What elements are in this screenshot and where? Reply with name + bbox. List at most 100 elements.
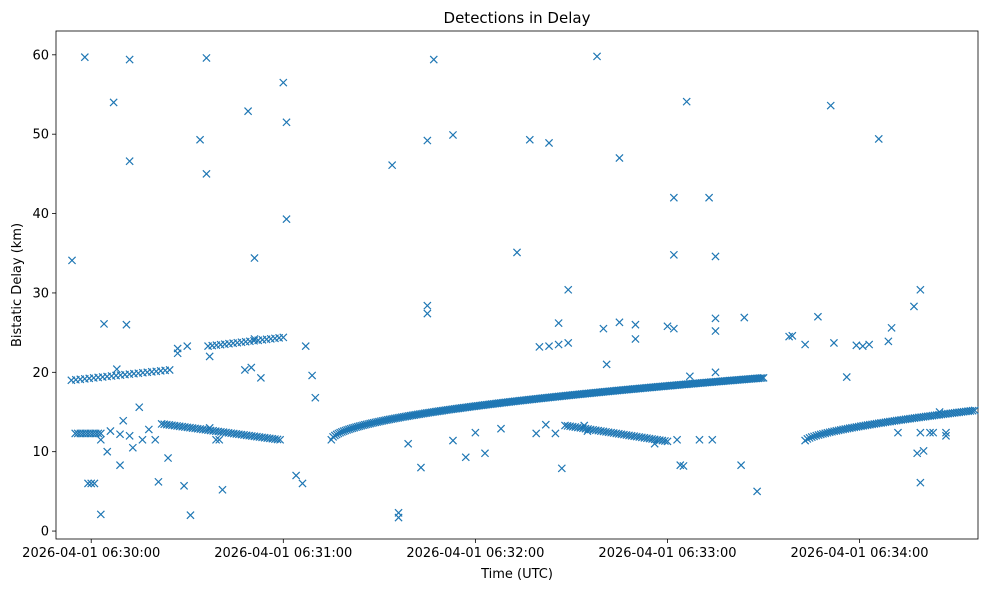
data-point-marker (812, 431, 821, 440)
data-point-marker (631, 334, 640, 343)
data-point-marker (525, 135, 534, 144)
data-point-marker (807, 433, 816, 442)
data-point-marker (96, 429, 105, 438)
data-point-marker (970, 406, 979, 415)
data-point-marker (615, 318, 624, 327)
data-point-marker (631, 320, 640, 329)
data-point-marker (164, 454, 173, 463)
data-point-marker (788, 331, 797, 340)
data-point-marker (404, 439, 413, 448)
data-point-marker (941, 431, 951, 440)
data-point-marker (941, 428, 951, 437)
data-point-marker (755, 374, 765, 383)
data-point-marker (125, 157, 134, 166)
data-point-marker (858, 342, 867, 351)
data-point-marker (135, 403, 144, 412)
data-point-marker (925, 428, 935, 437)
data-point-marker (711, 252, 720, 261)
data-point-marker (215, 435, 224, 444)
data-point-marker (554, 319, 563, 328)
data-point-marker (119, 416, 128, 425)
data-point-marker (669, 324, 678, 333)
data-point-marker (202, 169, 211, 178)
data-point-marker (544, 138, 554, 147)
x-tick-label: 2026-04-01 06:34:00 (791, 546, 929, 561)
x-tick-label: 2026-04-01 06:33:00 (598, 546, 736, 561)
data-point-marker (279, 78, 288, 87)
y-tick-label: 50 (32, 128, 49, 143)
data-point-marker (212, 435, 221, 444)
data-point-marker (173, 344, 182, 353)
data-point-marker (183, 342, 192, 351)
y-tick-label: 30 (32, 286, 49, 301)
data-point-marker (711, 327, 720, 336)
y-tick-label: 0 (41, 525, 49, 540)
data-point-marker (916, 428, 925, 437)
data-point-marker (90, 479, 99, 488)
data-point-marker (416, 463, 425, 472)
data-point-marker (916, 478, 925, 487)
data-point-marker (96, 510, 105, 519)
data-point-marker (87, 479, 96, 488)
data-point-marker (929, 428, 938, 437)
chart-title: Detections in Delay (444, 9, 591, 27)
data-point-marker (813, 312, 822, 321)
data-point-marker (615, 153, 624, 163)
data-point-marker (256, 373, 265, 382)
data-point-marker (165, 365, 174, 374)
data-point-marker (874, 134, 883, 143)
data-point-marker (448, 436, 457, 445)
data-point-marker (705, 193, 714, 202)
data-point-marker (496, 424, 506, 433)
data-point-marker (80, 53, 89, 62)
y-tick-label: 60 (32, 48, 49, 63)
data-point-marker (909, 302, 918, 311)
data-point-marker (757, 373, 766, 383)
data-point-marker (801, 340, 810, 349)
data-point-marker (685, 372, 694, 381)
data-point-marker (753, 487, 762, 496)
data-point-marker (83, 479, 93, 488)
data-point-marker (541, 420, 550, 429)
data-point-marker (311, 393, 320, 402)
data-point-marker (96, 435, 105, 444)
x-axis-ticks: 2026-04-01 06:30:00 2026-04-01 06:31:00 20… (22, 539, 929, 561)
data-point-marker (679, 461, 688, 470)
data-point-marker (471, 428, 480, 437)
data-point-marker (138, 435, 147, 444)
data-point-marker (282, 118, 291, 127)
data-point-marker (423, 301, 432, 310)
data-point-marker (240, 365, 249, 374)
data-point-marker (423, 136, 432, 145)
data-point-marker (673, 435, 682, 444)
data-point-marker (106, 427, 115, 436)
data-point-marker (112, 365, 121, 374)
data-point-marker (884, 337, 893, 346)
data-point-marker (388, 161, 397, 170)
data-point-marker (711, 368, 720, 377)
data-point-marker (292, 471, 301, 480)
data-point-marker (423, 309, 432, 318)
data-point-marker (154, 477, 163, 486)
data-point-marker (663, 437, 672, 446)
data-point-marker (810, 432, 819, 441)
data-point-marker (448, 130, 457, 140)
data-point-marker (669, 250, 678, 259)
data-point-marker (737, 461, 746, 470)
data-point-marker (803, 434, 812, 443)
data-point-marker (144, 425, 153, 434)
data-point-marker (512, 248, 522, 257)
data-point-marker (602, 360, 611, 369)
data-point-marker (669, 193, 678, 202)
y-axis-ticks: 0 10 20 30 40 50 60 (32, 48, 56, 540)
data-point-marker (532, 429, 541, 438)
data-point-marker (544, 342, 554, 351)
data-point-marker (109, 98, 118, 107)
data-point-marker (279, 333, 288, 342)
y-axis-title: Bistatic Delay (km) (10, 223, 25, 347)
data-point-marker (805, 433, 814, 442)
data-point-marker (682, 97, 691, 106)
data-point-marker (116, 461, 125, 470)
